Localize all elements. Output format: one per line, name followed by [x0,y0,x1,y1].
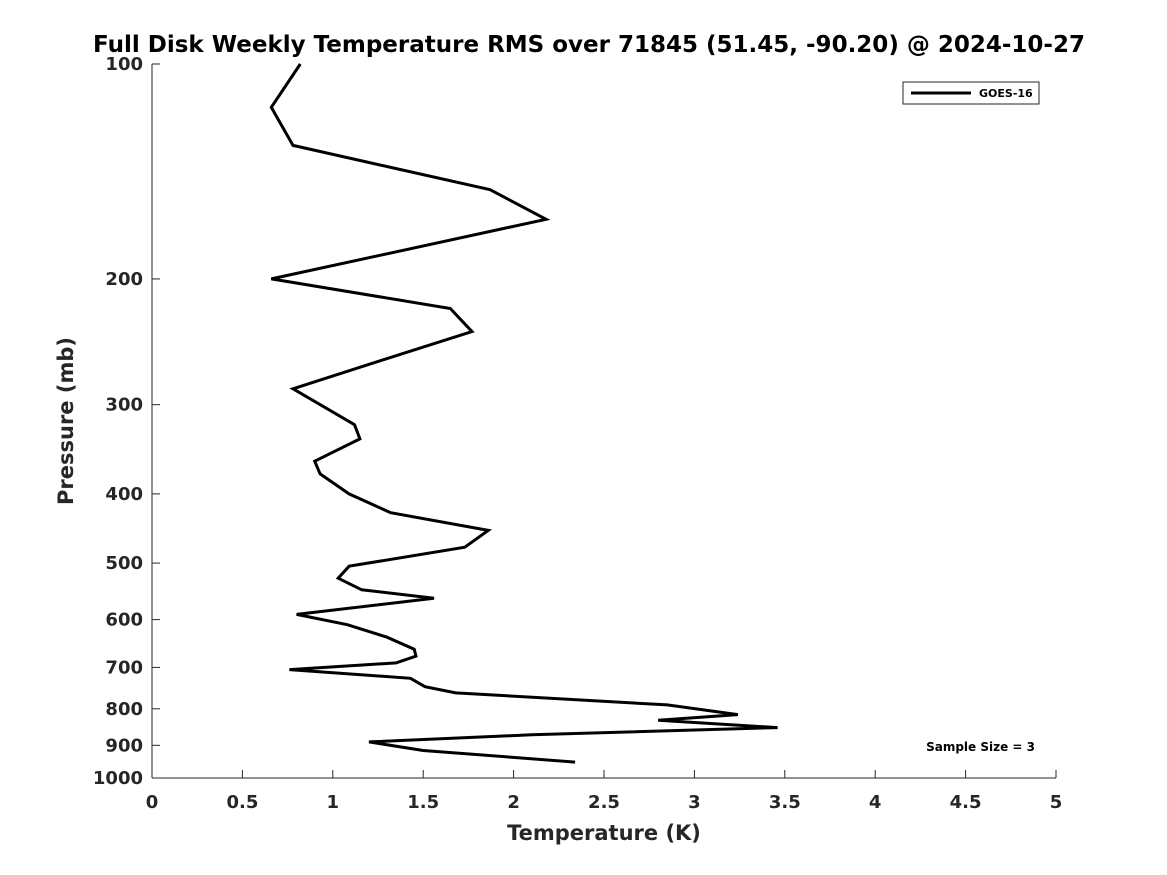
chart-title: Full Disk Weekly Temperature RMS over 71… [93,32,1085,58]
plot-axes [151,64,1056,779]
x-tick-label: 3.5 [769,792,801,813]
x-tick-label: 3 [688,792,701,813]
x-axis-label: Temperature (K) [507,821,701,845]
x-tick-label: 1.5 [407,792,439,813]
y-tick-label: 900 [105,735,143,756]
y-axis-ticks: 100 200 300 400 500 600 700 800 900 1000 [93,54,160,789]
x-tick-label: 0 [146,792,159,813]
y-tick-label: 100 [105,54,143,75]
legend: GOES-16 [902,81,1040,105]
y-tick-label: 200 [105,269,143,290]
series-line-goes16 [269,63,778,764]
x-tick-label: 5 [1050,792,1063,813]
y-tick-label: 1000 [93,768,143,789]
x-tick-label: 2 [507,792,520,813]
x-tick-label: 0.5 [226,792,258,813]
y-axis-label: Pressure (mb) [54,337,78,505]
y-tick-label: 600 [105,610,143,631]
y-tick-label: 800 [105,699,143,720]
x-tick-label: 4 [869,792,882,813]
x-tick-label: 2.5 [588,792,620,813]
y-tick-label: 300 [105,395,143,416]
x-axis-ticks: 0 0.5 1 1.5 2 2.5 3 3.5 4 4.5 5 [146,770,1063,813]
sample-size-annotation: Sample Size = 3 [926,740,1035,754]
legend-entry-goes16: GOES-16 [979,87,1033,100]
y-tick-label: 700 [105,657,143,678]
x-tick-label: 1 [327,792,340,813]
y-tick-label: 400 [105,484,143,505]
y-tick-label: 500 [105,553,143,574]
x-tick-label: 4.5 [950,792,982,813]
